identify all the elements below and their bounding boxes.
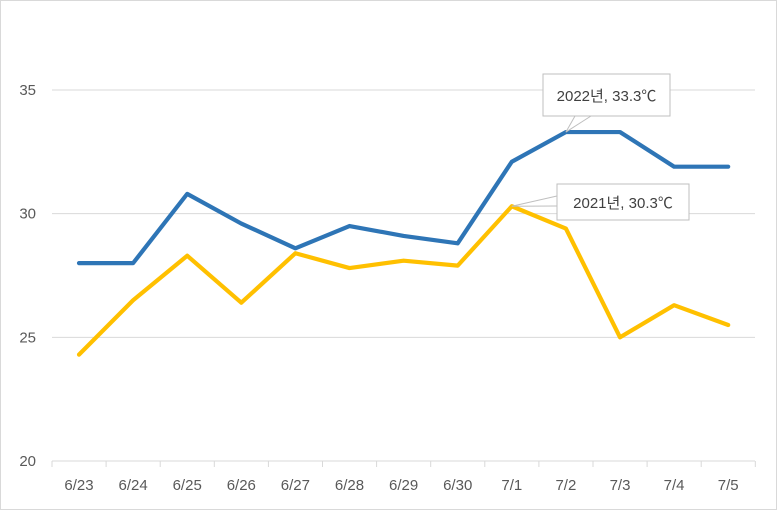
x-tick-label: 6/23 — [64, 477, 93, 494]
x-tick-label: 7/1 — [501, 477, 522, 494]
x-tick-label: 7/4 — [664, 477, 685, 494]
x-axis-ticks: 6/23 6/24 6/25 6/26 6/27 6/28 6/29 6/30 7/1 7/2 7/… — [51, 461, 756, 494]
y-tick-label: 20 — [19, 453, 36, 470]
callout-box — [556, 183, 690, 221]
x-tick-label: 6/25 — [173, 477, 202, 494]
x-tick-label: 6/28 — [335, 477, 364, 494]
x-tick-label: 6/27 — [281, 477, 310, 494]
x-tick-label: 6/30 — [443, 477, 472, 494]
x-tick-label: 7/5 — [718, 477, 739, 494]
y-tick-label: 35 — [19, 82, 36, 99]
gridlines — [52, 89, 755, 462]
callout-1: 2022년, 33.3℃ — [542, 73, 671, 133]
data-callouts: 2022년, 33.3℃ 2021년, 30.3℃ — [511, 73, 690, 221]
x-tick-label: 7/2 — [555, 477, 576, 494]
x-tick-label: 6/24 — [118, 477, 147, 494]
y-axis-ticks: 20 25 30 35 — [19, 82, 36, 470]
x-tick-label: 6/26 — [227, 477, 256, 494]
y-tick-label: 30 — [19, 206, 36, 223]
callout-pointer — [511, 195, 558, 207]
callout-2: 2021년, 30.3℃ — [511, 183, 690, 221]
x-tick-label: 6/29 — [389, 477, 418, 494]
callout-label: 2022년, 33.3℃ — [557, 88, 657, 105]
series-line-2 — [76, 204, 731, 357]
y-tick-label: 25 — [19, 329, 36, 346]
series-line-1 — [76, 129, 731, 266]
x-tick-label: 7/3 — [610, 477, 631, 494]
callout-pointer — [565, 115, 592, 133]
callout-box — [542, 73, 671, 117]
series-lines — [76, 129, 731, 357]
callout-label: 2021년, 30.3℃ — [573, 195, 673, 212]
